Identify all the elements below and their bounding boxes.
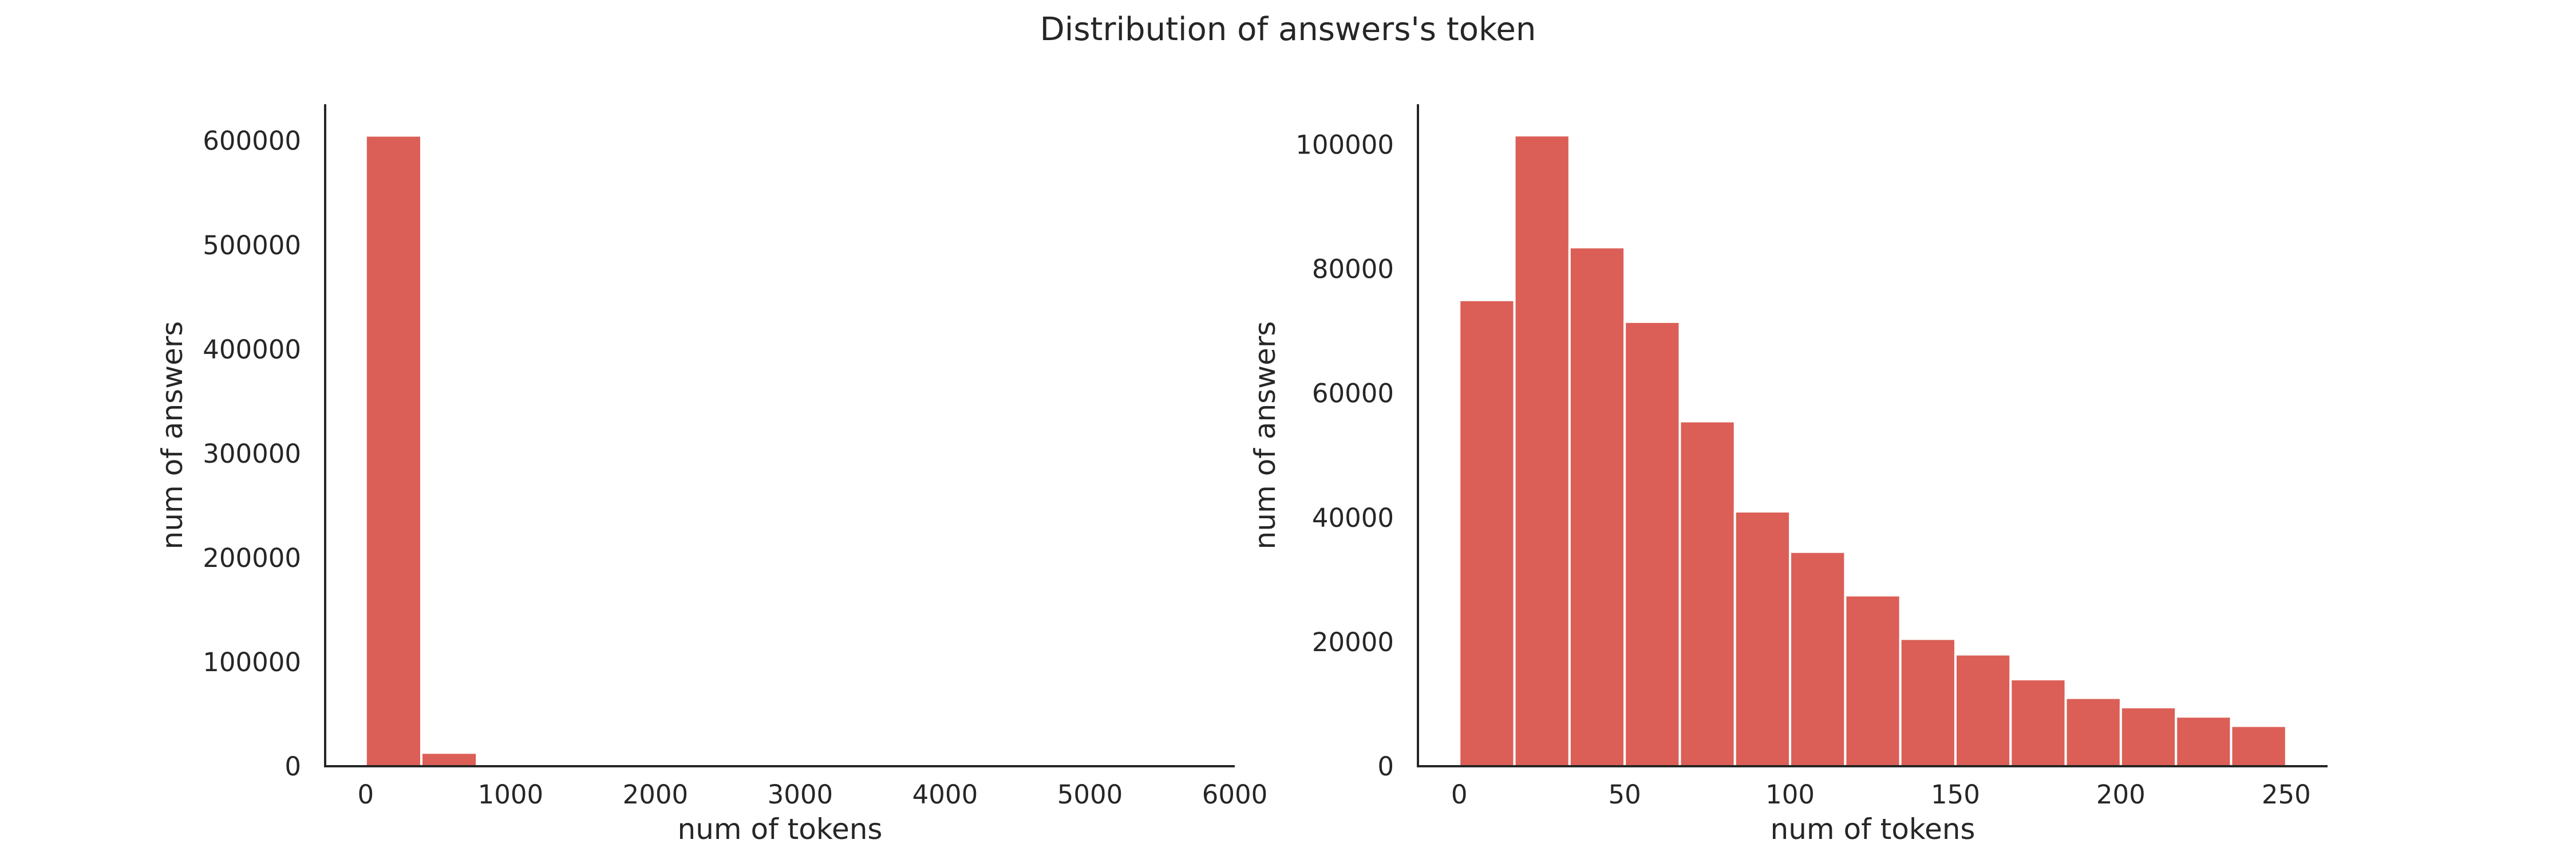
right-histogram-panel: 0 50 100 150 200 250 0 20000 40000 60000 80000 1000…	[1249, 104, 2328, 846]
y-axis-label: num of answers	[1249, 321, 1282, 550]
histogram-bar	[420, 751, 479, 768]
y-tick-label: 100000	[1295, 130, 1394, 160]
histogram-bar	[2009, 678, 2067, 768]
histogram-bar	[1678, 420, 1736, 767]
y-tick-label: 300000	[203, 439, 301, 469]
x-tick-label: 250	[2262, 779, 2311, 810]
histogram-bar	[1899, 637, 1957, 767]
histogram-bar	[1458, 298, 1516, 767]
y-tick-label: 0	[1377, 751, 1394, 782]
x-tick-label: 50	[1609, 779, 1641, 810]
histogram-bar	[2175, 715, 2233, 767]
x-tick-label: 4000	[912, 779, 978, 810]
x-tick-label: 1000	[478, 779, 544, 810]
figure-title: Distribution of answers's token	[1040, 11, 1536, 48]
x-axis-label: num of tokens	[678, 813, 883, 846]
histogram-bar	[1789, 550, 1847, 767]
x-tick-label: 0	[358, 779, 374, 810]
x-tick-label: 3000	[768, 779, 833, 810]
histogram-bar	[1954, 653, 2012, 768]
y-tick-label: 600000	[203, 126, 301, 156]
histogram-bar	[2119, 706, 2178, 767]
x-tick-label: 2000	[623, 779, 689, 810]
x-tick-label: 0	[1451, 779, 1468, 810]
y-tick-label: 20000	[1312, 627, 1394, 657]
histogram-bar	[2230, 724, 2287, 768]
x-tick-label: 5000	[1057, 779, 1123, 810]
y-tick-label: 80000	[1312, 254, 1394, 285]
histogram-bar	[1733, 510, 1792, 768]
x-axis-label: num of tokens	[1771, 813, 1976, 846]
histogram-bar	[1844, 594, 1902, 767]
x-tick-label: 100	[1765, 779, 1815, 810]
histogram-bar	[2064, 696, 2122, 768]
left-histogram-panel: 0 1000 2000 3000 4000 5000 6000 0 100000 200000 30…	[156, 104, 1267, 846]
y-tick-label: 200000	[203, 543, 301, 573]
y-axis-label: num of answers	[156, 321, 189, 550]
x-tick-label: 6000	[1202, 779, 1268, 810]
histogram-bar	[1623, 320, 1681, 767]
histogram-bar	[364, 134, 423, 768]
y-tick-label: 400000	[203, 334, 301, 365]
x-tick-label: 200	[2096, 779, 2146, 810]
x-tick-label: 150	[1931, 779, 1980, 810]
y-tick-label: 500000	[203, 230, 301, 261]
histogram-bar	[1513, 134, 1571, 767]
histogram-bar	[1568, 246, 1626, 767]
y-tick-label: 40000	[1312, 503, 1394, 533]
y-tick-label: 0	[285, 751, 301, 782]
y-tick-label: 100000	[203, 647, 301, 677]
y-tick-label: 60000	[1312, 379, 1394, 409]
